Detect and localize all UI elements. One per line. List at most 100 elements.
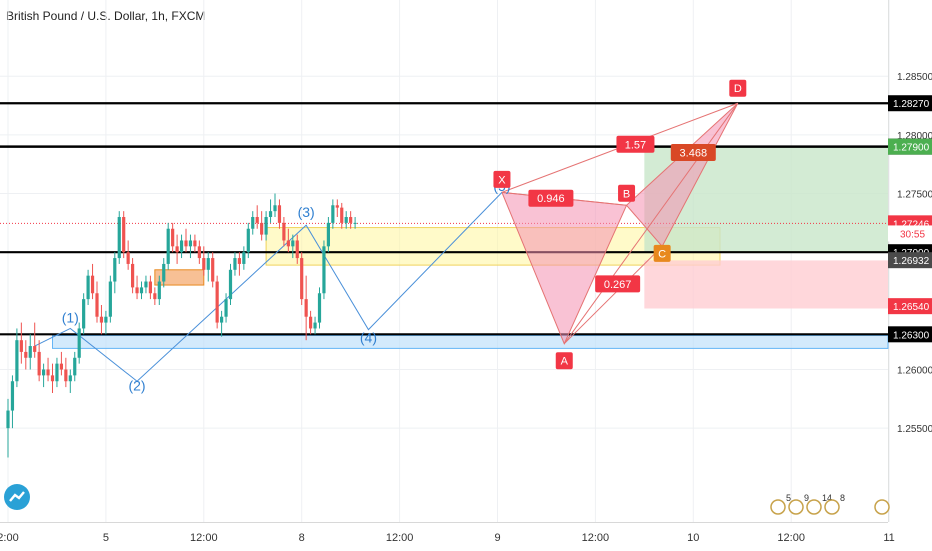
harmonic-point-d-badge <box>729 79 747 97</box>
candle-body <box>282 222 286 241</box>
candle-body <box>122 217 126 253</box>
candle-body <box>197 246 201 259</box>
candle-body <box>10 381 15 411</box>
time-tick-label: 10 <box>687 532 699 544</box>
candle-body <box>82 299 86 329</box>
candle-body <box>77 328 81 358</box>
candle-body <box>220 316 224 323</box>
candle-body <box>99 316 104 323</box>
elliott-wave-line <box>34 192 503 382</box>
candle-body <box>326 222 330 247</box>
candle-body <box>224 299 228 317</box>
candle-body <box>304 299 308 317</box>
candle-body <box>59 363 63 370</box>
zone-orange_small <box>154 269 205 286</box>
event-flag-icon <box>824 499 840 515</box>
candle-body <box>353 222 357 224</box>
candle-body <box>300 258 304 300</box>
axis-price-tag <box>888 225 932 242</box>
candle-body <box>126 252 130 264</box>
candle-body <box>157 281 161 300</box>
candle-body <box>344 217 348 223</box>
candle-body <box>148 281 152 294</box>
harmonic-ratio-label-badge <box>616 135 655 153</box>
candle-body <box>37 351 41 376</box>
level-price-label: 1.28270 <box>893 99 930 110</box>
candle-body <box>46 369 50 376</box>
level-price-tag <box>888 95 932 112</box>
time-tick-label: 5 <box>103 532 109 544</box>
harmonic-ratio-label: 1.57 <box>625 139 646 151</box>
candle-body <box>322 246 326 294</box>
candle-body <box>317 293 322 323</box>
price-tick-label: 1.27500 <box>897 190 932 201</box>
level-price-tag <box>888 326 932 343</box>
time-tick-label: 11 <box>883 532 894 544</box>
axis-price-label: 30:55 <box>900 229 925 240</box>
axis-price-label: 1.27246 <box>893 219 930 230</box>
time-tick-label: 12:00 <box>386 532 414 544</box>
candle-body <box>64 369 68 382</box>
zone-blue <box>52 334 889 349</box>
price-tick-label: 1.25500 <box>897 424 932 435</box>
price-tick-label: 1.28000 <box>897 131 932 142</box>
candle-body <box>86 275 90 300</box>
candle-body <box>206 258 210 270</box>
candle-body <box>295 240 299 259</box>
candle-body <box>131 263 135 288</box>
time-tick-label: 9 <box>494 532 500 544</box>
candle-body <box>193 240 197 247</box>
candle-body <box>202 258 206 270</box>
candle-body <box>104 316 108 323</box>
candle-body <box>277 205 282 223</box>
candle-body <box>6 410 10 429</box>
candle-body <box>215 281 219 323</box>
candle-body <box>268 211 273 218</box>
candle-body <box>331 205 335 223</box>
time-tick-label: 12:00 <box>582 532 610 544</box>
harmonic-leg <box>563 245 663 345</box>
candle-body <box>90 275 95 294</box>
event-flag-icon <box>770 499 786 515</box>
candle-body <box>260 222 264 235</box>
candle-body <box>237 258 241 264</box>
candle-body <box>144 281 148 288</box>
tradingview-logo-icon <box>4 484 30 510</box>
harmonic-point-d: D <box>734 83 742 95</box>
candle-body <box>15 340 19 382</box>
candle-body <box>166 228 170 264</box>
harmonic-ratio-label: 3.468 <box>680 147 708 159</box>
candle-body <box>162 263 166 282</box>
wave-label: (1) <box>62 310 79 326</box>
event-flag-icon <box>788 499 804 515</box>
time-tick-label: 12:00 <box>777 532 805 544</box>
price-tick-label: 1.26000 <box>897 366 932 377</box>
harmonic-point-x-badge <box>493 170 511 188</box>
candle-body <box>242 252 246 264</box>
candle-body <box>255 217 259 223</box>
candle-body <box>33 346 37 352</box>
candle-body <box>179 240 184 253</box>
candle-body <box>211 258 215 282</box>
axis-price-label: 1.27900 <box>893 143 930 154</box>
zone-stop <box>644 260 888 309</box>
harmonic-ratio-label-badge <box>528 189 574 207</box>
harmonic-leg <box>563 102 739 344</box>
harmonic-point-b: B <box>623 188 630 200</box>
candle-body <box>171 228 175 247</box>
candle-body <box>117 217 121 259</box>
event-count-label: 14 <box>822 493 832 503</box>
level-price-label: 1.26300 <box>893 330 930 341</box>
candle-body <box>42 369 46 376</box>
time-axis[interactable] <box>0 522 888 551</box>
time-tick-label: 8 <box>299 532 305 544</box>
wave-label: (4) <box>360 330 377 346</box>
candle-body <box>19 340 23 352</box>
harmonic-point-a-badge <box>555 352 573 370</box>
candle-body <box>251 217 255 229</box>
candle-body <box>340 207 344 223</box>
axis-price-tag <box>888 298 932 315</box>
harmonic-point-c: C <box>658 248 666 260</box>
event-count-label: 5 <box>786 493 791 503</box>
